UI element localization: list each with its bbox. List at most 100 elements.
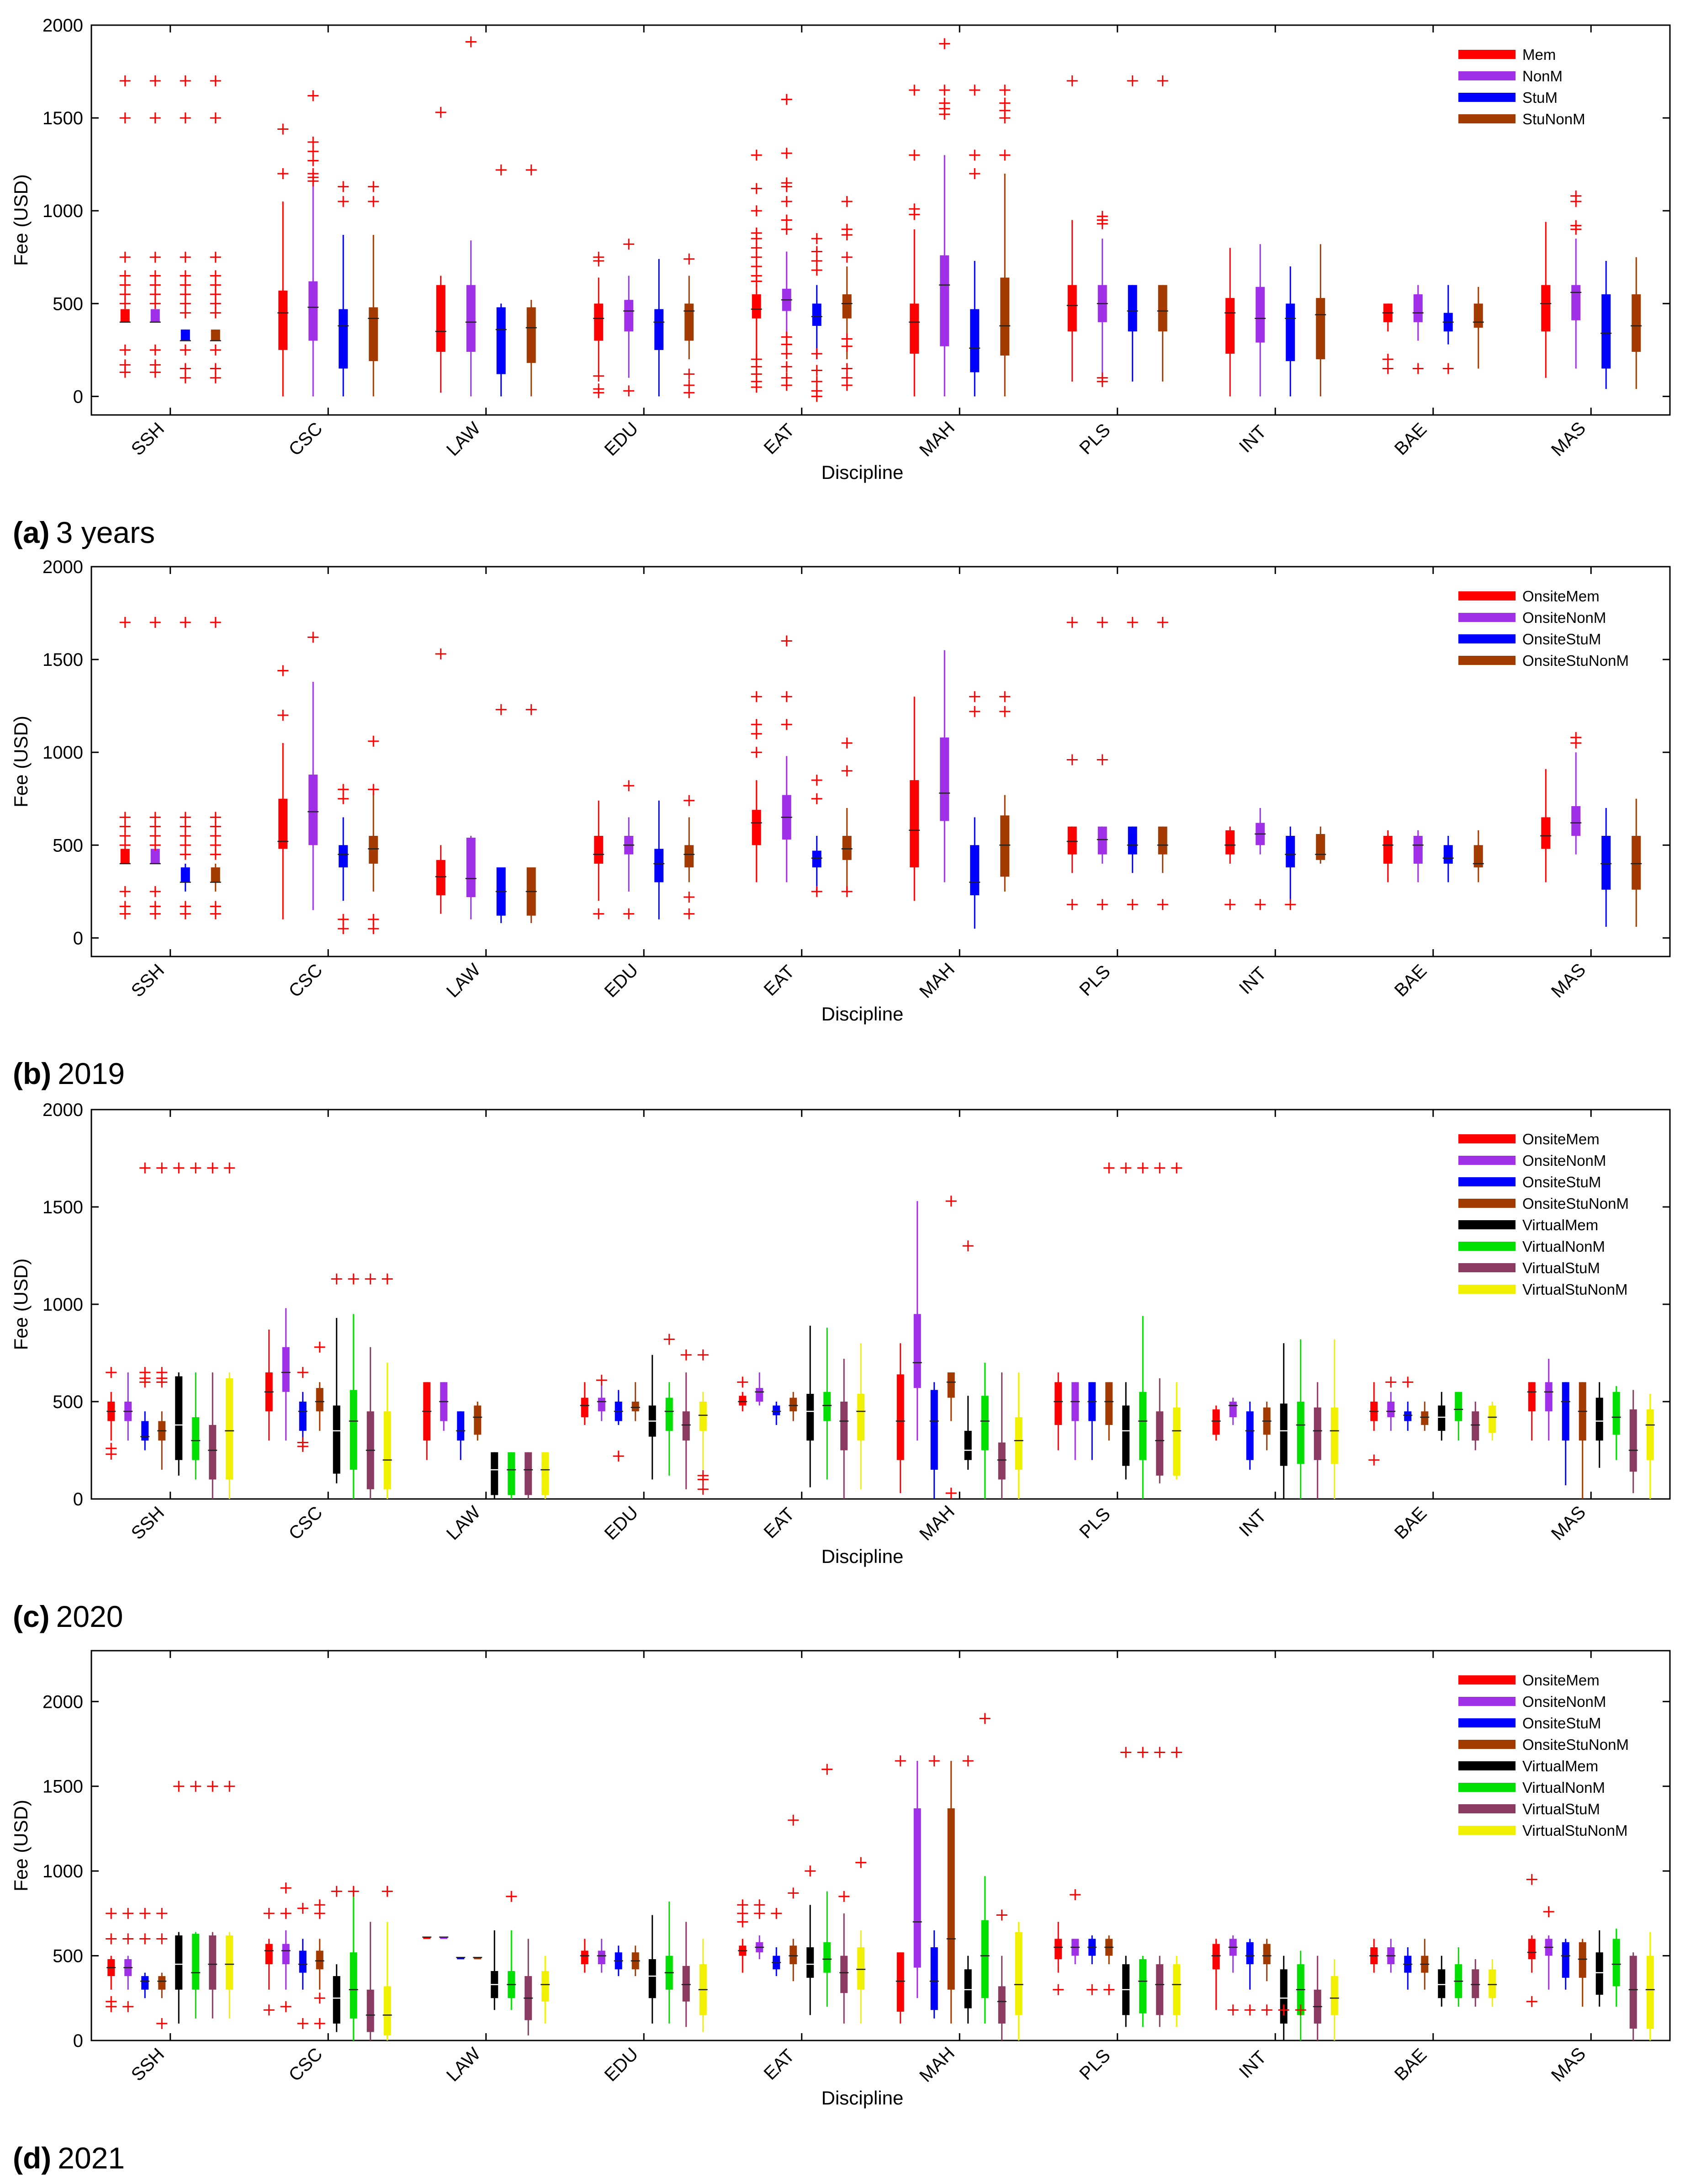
box-OnsiteNonM-EDU — [596, 1375, 607, 1421]
box-iqr — [457, 1411, 465, 1441]
panel-c-chart: 0 500 1000 1500 2000 Fee (USD) SSH CSC LAW EDU EAT… — [10, 1100, 1671, 1567]
box-iqr — [970, 309, 980, 372]
box-StuNonM-BAE — [1473, 287, 1484, 369]
box-iqr — [1528, 1939, 1536, 1959]
outlier-marker — [1066, 754, 1078, 765]
outlier-marker — [1097, 616, 1108, 628]
outlier-marker — [697, 1349, 709, 1360]
box-iqr — [1443, 845, 1453, 864]
outlier-marker — [180, 112, 191, 124]
outlier-marker — [1295, 2004, 1306, 2016]
legend-swatch — [1458, 1285, 1515, 1294]
outlier-marker — [1137, 1747, 1149, 1758]
box-VirtualMem-CSC — [331, 1886, 342, 2032]
outlier-marker — [613, 1451, 624, 1462]
legend-swatch — [1458, 1697, 1515, 1706]
x-tick-label: BAE — [1391, 2045, 1431, 2085]
box-VirtualMem-LAW — [490, 1930, 499, 2010]
outlier-marker — [210, 112, 221, 124]
outlier-marker — [180, 616, 191, 628]
box-OnsiteStuM-PLS — [1087, 1382, 1097, 1460]
box-iqr — [896, 1952, 904, 2012]
x-tick-label: MAS — [1547, 1502, 1590, 1544]
outlier-marker — [119, 812, 131, 823]
outlier-marker — [277, 709, 289, 721]
box-iqr — [1541, 817, 1551, 849]
outlier-marker — [180, 812, 191, 823]
outlier-marker — [210, 344, 221, 356]
panel-d-chart: 0 500 1000 1500 2000 Fee (USD) SSH CSC LAW EDU EAT… — [10, 1650, 1671, 2109]
outlier-marker — [838, 1891, 850, 1902]
box-iqr — [1158, 826, 1167, 855]
box-NonM-SSH — [149, 75, 161, 378]
box-iqr — [1489, 1969, 1496, 1998]
outlier-marker — [119, 886, 131, 897]
box-VirtualNonM-EDU — [664, 1901, 674, 2024]
box-iqr — [1246, 1411, 1254, 1460]
x-tick-label: MAH — [916, 2043, 959, 2086]
x-tick-label: PLS — [1076, 420, 1114, 459]
box-iqr — [1158, 285, 1167, 332]
y-tick-label: 1000 — [42, 743, 83, 763]
box-iqr — [1383, 835, 1393, 864]
caption-c: (c) 2020 — [13, 1599, 123, 1633]
outlier-marker — [1402, 1376, 1414, 1388]
outlier-marker — [1066, 75, 1078, 86]
box-VirtualNonM-SSH — [190, 1162, 201, 1480]
outlier-marker — [263, 2004, 275, 2016]
outlier-marker — [623, 780, 635, 792]
outlier-marker — [909, 149, 920, 161]
box-NonM-EDU — [623, 239, 635, 397]
box-iqr — [1229, 1402, 1237, 1418]
box-iqr — [910, 303, 919, 354]
panel-b-chart: 0 500 1000 1500 2000 Fee (USD) SSH CSC LAW EDU EAT… — [10, 557, 1671, 1025]
box-OnsiteMem-PLS — [1066, 616, 1078, 910]
box-iqr — [180, 867, 190, 882]
box-OnsiteMem-MAH — [895, 1755, 906, 2024]
outlier-marker — [1385, 1376, 1397, 1388]
outlier-marker — [811, 246, 822, 257]
outlier-marker — [593, 370, 604, 382]
box-iqr — [964, 1430, 972, 1460]
plot-frame — [90, 1109, 1671, 1500]
box-iqr — [940, 737, 949, 821]
outlier-marker — [149, 270, 161, 282]
box-VirtualNonM-BAE — [1454, 1947, 1463, 2007]
box-Mem-BAE — [1382, 303, 1394, 374]
box-VirtualStuNonM-MAH — [1014, 1922, 1023, 2041]
box-iqr — [350, 1952, 357, 2019]
box-VirtualNonM-INT — [1295, 1950, 1306, 2041]
outlier-marker — [368, 735, 379, 747]
outlier-marker — [338, 923, 349, 935]
outlier-marker — [180, 840, 191, 851]
box-iqr — [682, 1966, 690, 2002]
outlier-marker — [338, 793, 349, 804]
box-iqr — [1632, 294, 1641, 352]
box-iqr — [981, 1920, 989, 1998]
box-VirtualStuM-CSC — [366, 1922, 375, 2041]
box-OnsiteStuM-EDU — [614, 1945, 623, 1977]
box-iqr — [840, 1402, 848, 1451]
box-iqr — [1330, 1407, 1338, 1464]
x-axis-label: Discipline — [821, 1546, 904, 1567]
legend-label: OnsiteStuNonM — [1522, 1195, 1629, 1212]
outlier-marker — [781, 372, 792, 383]
outlier-marker — [297, 1367, 308, 1378]
y-tick-label: 500 — [53, 835, 83, 856]
box-iqr — [910, 780, 919, 868]
box-iqr — [211, 867, 220, 882]
box-iqr — [1562, 1942, 1569, 1978]
box-VirtualStuM-MAS — [1628, 1952, 1638, 2041]
outlier-marker — [999, 97, 1011, 109]
box-iqr — [474, 1957, 482, 1960]
outlier-marker — [999, 691, 1011, 702]
box-OnsiteNonM-MAS — [1544, 1359, 1553, 1441]
outlier-marker — [149, 344, 161, 356]
box-OnsiteNonM-EAT — [781, 635, 792, 882]
box-OnsiteStuNonM-MAH — [999, 691, 1011, 892]
y-tick-label: 1000 — [42, 1295, 83, 1315]
box-OnsiteStuM-CSC — [297, 1367, 308, 1452]
outlier-marker — [122, 1933, 134, 1945]
x-axis-label: Discipline — [821, 462, 904, 483]
